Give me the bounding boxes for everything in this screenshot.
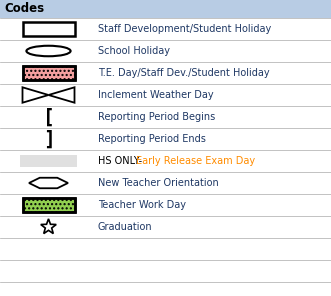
Text: Teacher Work Day: Teacher Work Day [98, 200, 186, 210]
Bar [23, 198, 74, 212]
Text: ]: ] [43, 130, 54, 149]
Bar [0, 216, 331, 238]
Polygon shape [49, 87, 74, 103]
Text: Reporting Period Begins: Reporting Period Begins [98, 112, 215, 122]
Ellipse shape [26, 46, 71, 56]
Bar [0, 40, 331, 62]
Bar [0, 194, 331, 216]
Text: Reporting Period Ends: Reporting Period Ends [98, 134, 206, 144]
Text: Staff Development/Student Holiday: Staff Development/Student Holiday [98, 24, 271, 34]
Bar [0, 84, 331, 106]
Polygon shape [41, 219, 56, 234]
Bar [0, 0, 331, 18]
Text: [: [ [43, 107, 54, 126]
Bar [20, 155, 77, 167]
Text: New Teacher Orientation: New Teacher Orientation [98, 178, 219, 188]
Bar [0, 106, 331, 128]
Bar [0, 172, 331, 194]
Text: HS ONLY-: HS ONLY- [98, 156, 145, 166]
Text: T.E. Day/Staff Dev./Student Holiday: T.E. Day/Staff Dev./Student Holiday [98, 68, 270, 78]
Text: Graduation: Graduation [98, 222, 153, 232]
Bar [0, 18, 331, 40]
Text: Inclement Weather Day: Inclement Weather Day [98, 90, 213, 100]
Polygon shape [29, 178, 68, 188]
Text: School Holiday: School Holiday [98, 46, 170, 56]
Bar [0, 128, 331, 150]
Text: Codes: Codes [4, 2, 44, 15]
Polygon shape [23, 87, 49, 103]
Bar [23, 22, 74, 36]
Bar [0, 150, 331, 172]
Bar [23, 66, 74, 80]
Bar [23, 66, 74, 80]
Bar [0, 62, 331, 84]
Bar [23, 198, 74, 212]
Text: Early Release Exam Day: Early Release Exam Day [136, 156, 255, 166]
